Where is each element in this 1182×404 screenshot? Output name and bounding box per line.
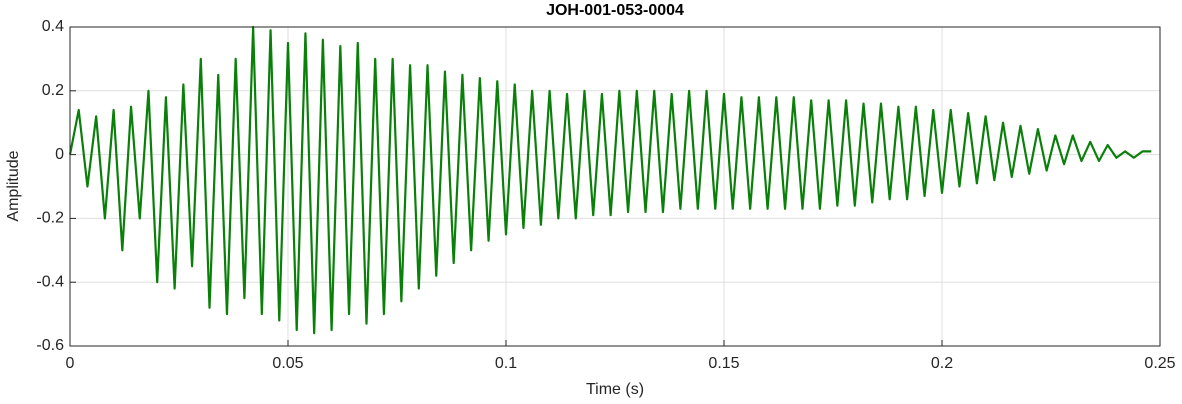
chart-title: JOH-001-053-0004 — [546, 2, 684, 19]
y-tick-label: 0.2 — [42, 82, 64, 99]
axes-box — [69, 26, 1161, 347]
x-tick-label: 0.1 — [495, 355, 517, 372]
y-tick-label: -0.2 — [36, 210, 64, 227]
x-tick-label: 0.2 — [931, 355, 953, 372]
plot-area — [70, 27, 1160, 346]
y-axis-label: Amplitude — [5, 150, 22, 221]
x-axis-label: Time (s) — [586, 381, 644, 398]
y-tick-label: -0.6 — [36, 337, 64, 354]
x-tick-label: 0.25 — [1144, 355, 1175, 372]
y-tick-label: -0.4 — [36, 273, 64, 290]
y-tick-label: 0.4 — [42, 18, 64, 35]
y-tick-label: 0 — [55, 146, 64, 163]
x-tick-label: 0.05 — [272, 355, 303, 372]
x-tick-label: 0.15 — [708, 355, 739, 372]
waveform-line — [68, 25, 1152, 335]
x-tick-label: 0 — [66, 355, 75, 372]
